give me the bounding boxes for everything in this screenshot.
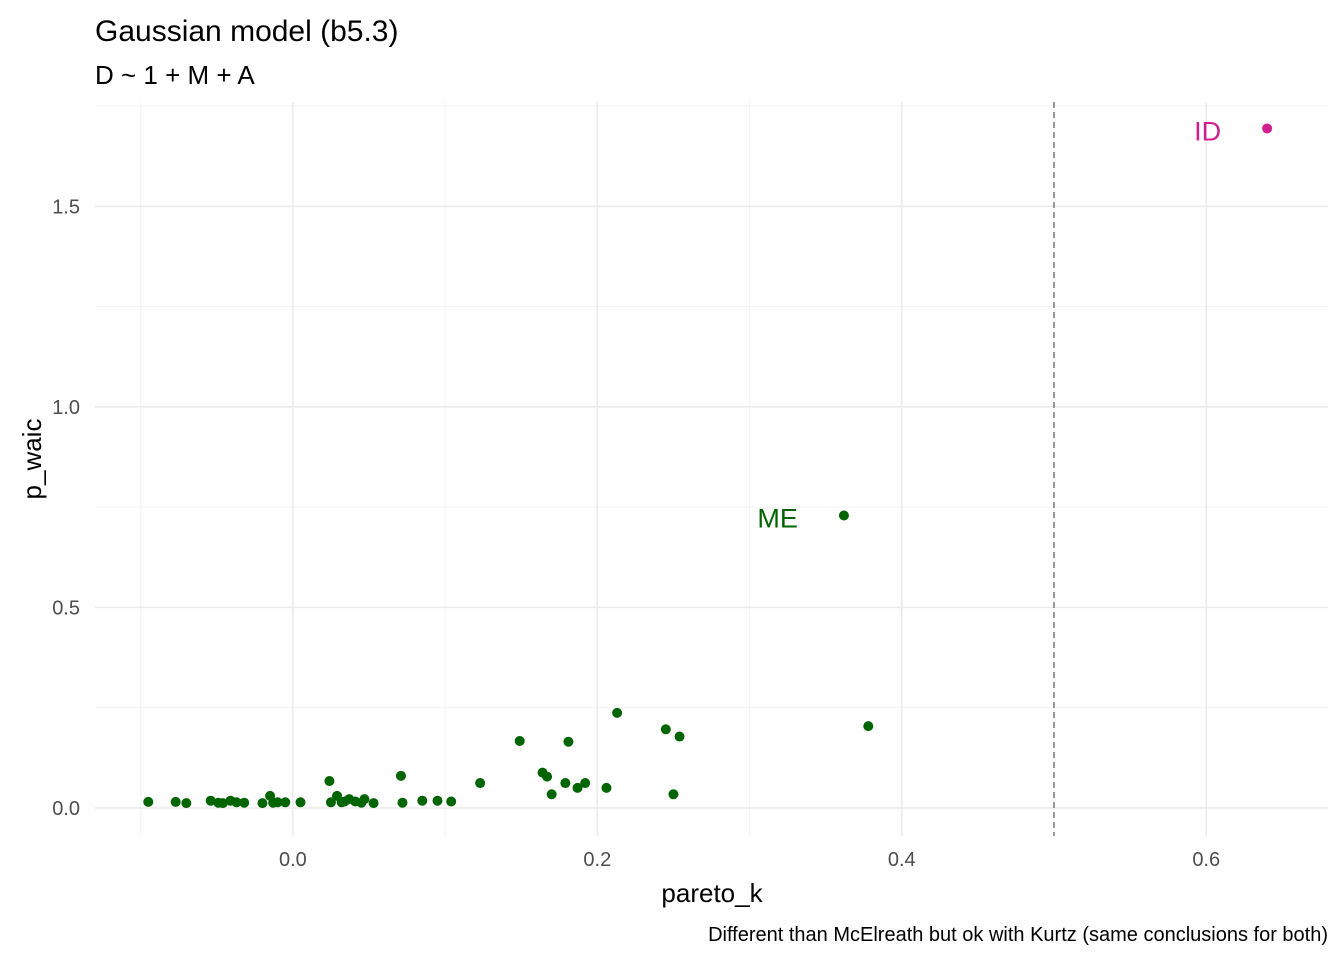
data-point <box>563 736 574 747</box>
y-tick-label: 1.5 <box>52 196 80 218</box>
point-label: ME <box>757 504 798 534</box>
x-axis-label: pareto_k <box>661 878 763 908</box>
data-point <box>280 797 291 808</box>
data-point <box>395 770 406 781</box>
x-tick-label: 0.4 <box>888 849 916 871</box>
data-point <box>660 724 671 735</box>
data-point <box>432 795 443 806</box>
chart-caption: Different than McElreath but ok with Kur… <box>708 924 1328 946</box>
data-point <box>205 795 216 806</box>
data-point <box>514 735 525 746</box>
y-tick-label: 0.5 <box>52 597 80 619</box>
x-tick-label: 0.2 <box>583 849 611 871</box>
data-point <box>181 798 192 809</box>
data-point <box>217 798 228 809</box>
data-point <box>257 798 268 809</box>
major-gridlines <box>95 102 1328 836</box>
data-point <box>863 721 874 732</box>
labeled-points: ME ID <box>757 116 1273 534</box>
data-point <box>325 797 336 808</box>
data-point <box>359 794 370 805</box>
y-axis-label: p_waic <box>17 419 47 500</box>
y-tick-label: 0.0 <box>52 798 80 820</box>
data-point <box>417 795 428 806</box>
chart-title: Gaussian model (b5.3) <box>95 15 399 48</box>
data-point <box>231 797 242 808</box>
minor-gridlines <box>95 102 1328 836</box>
x-tick-label: 0.0 <box>279 849 307 871</box>
data-point <box>580 778 591 789</box>
labeled-data-point <box>838 510 849 521</box>
data-point <box>272 797 283 808</box>
y-tick-labels: 0.0 0.5 1.0 1.5 <box>52 196 80 820</box>
labeled-data-point <box>1262 123 1273 134</box>
data-point <box>612 707 623 718</box>
point-label: ID <box>1194 116 1221 146</box>
chart-subtitle: D ~ 1 + M + A <box>95 60 255 90</box>
data-point <box>368 798 379 809</box>
data-point <box>397 797 408 808</box>
x-tick-label: 0.6 <box>1192 849 1220 871</box>
data-point <box>295 797 306 808</box>
data-point <box>601 782 612 793</box>
data-point <box>446 796 457 807</box>
data-point <box>674 731 685 742</box>
data-points <box>143 707 874 809</box>
data-point <box>546 789 557 800</box>
data-point <box>572 782 583 793</box>
data-point <box>170 796 181 807</box>
data-point <box>239 797 250 808</box>
x-tick-labels: 0.0 0.2 0.4 0.6 <box>279 849 1220 871</box>
y-tick-label: 1.0 <box>52 397 80 419</box>
data-point <box>542 771 553 782</box>
data-point <box>143 796 154 807</box>
data-point <box>324 776 335 787</box>
data-point <box>475 778 486 789</box>
data-point <box>560 778 571 789</box>
data-point <box>668 789 679 800</box>
